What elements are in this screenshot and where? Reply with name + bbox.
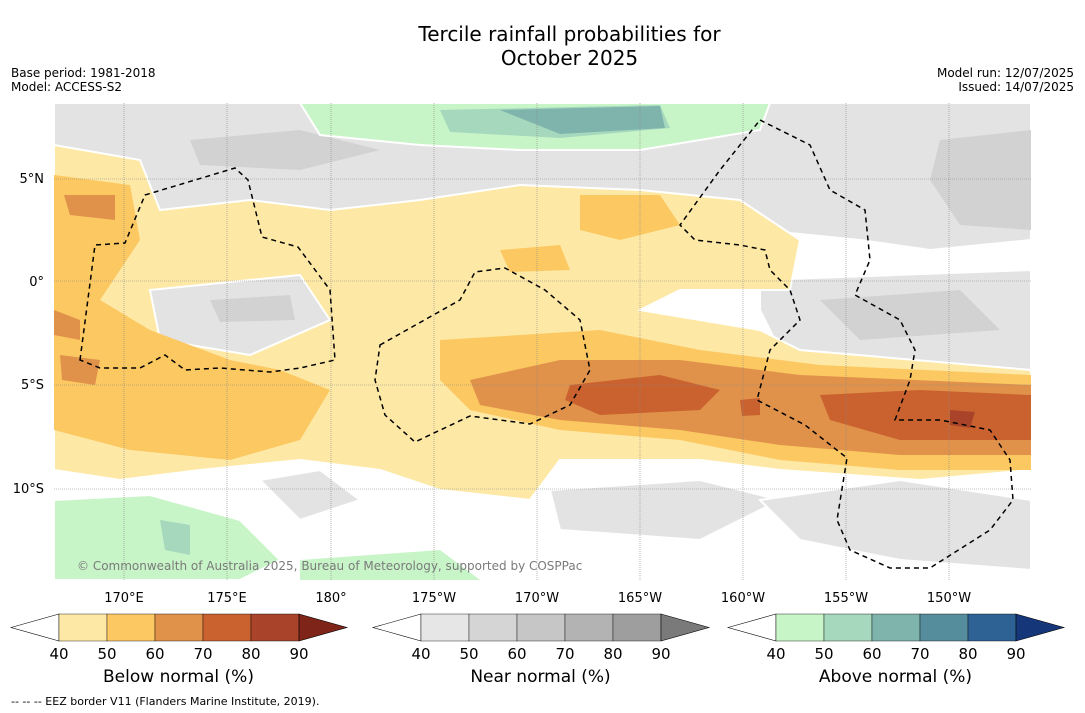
lon-labels: 170°E 175°E 180° 175°W 170°W 165°W 160°W…	[104, 591, 971, 606]
above-normal-north-60	[500, 106, 665, 134]
below-normal-label: Below normal (%)	[103, 667, 254, 687]
near-normal-label: Near normal (%)	[470, 667, 611, 687]
colorbar-tick-label: 90	[651, 645, 670, 663]
colorbar-tick-label: 70	[555, 645, 574, 663]
below-normal-60-west	[64, 195, 115, 220]
run-info: Model run: 12/07/2025 Issued: 14/07/2025	[937, 66, 1074, 94]
map-title: Tercile rainfall probabilities for Octob…	[0, 22, 1085, 70]
colorbar-segment	[250, 613, 300, 642]
model-run: Model run: 12/07/2025	[936, 66, 1074, 80]
colorbar-tick-label: 50	[97, 645, 116, 663]
map-area: © Commonwealth of Australia 2025, Bureau…	[54, 103, 1031, 580]
title-line-2: October 2025	[500, 46, 639, 70]
colorbar-tick-label: 60	[145, 645, 164, 663]
near-normal-colorbar: 40 50 60 70 80 90	[371, 613, 711, 663]
title-line-1: Tercile rainfall probabilities for	[418, 22, 721, 46]
lon-label: 150°W	[927, 591, 971, 606]
above-normal-southwest-50	[160, 520, 190, 555]
colorbar-arrow-low	[726, 613, 777, 642]
base-period: Base period: 1981-2018	[11, 66, 156, 80]
eez-borders	[79, 119, 1014, 569]
above-normal-colorbar: 40 50 60 70 80 90	[726, 613, 1066, 663]
colorbars: 40 50 60 70 80 90 40 50 60 70 80 90 40 50 60 70 80 90	[9, 613, 1066, 663]
colorbar-tick-label: 90	[289, 645, 308, 663]
model-name: Model: ACCESS-S2	[11, 80, 123, 94]
colorbar-tick-label: 80	[241, 645, 260, 663]
colorbar-arrow-low	[371, 613, 422, 642]
colorbar-tick-label: 40	[49, 645, 68, 663]
colorbar-tick-label: 70	[910, 645, 929, 663]
colorbar-arrow-high	[298, 613, 349, 642]
colorbar-segment	[775, 613, 825, 642]
below-normal-60-edge2	[60, 355, 100, 385]
colorbar-tick-label: 50	[814, 645, 833, 663]
lon-label: 155°W	[824, 591, 868, 606]
colorbar-tick-label: 90	[1006, 645, 1025, 663]
below-normal-70-east	[820, 390, 1031, 440]
colorbar-tick-label: 60	[507, 645, 526, 663]
colorbar-arrow-low	[9, 613, 60, 642]
copyright-text: © Commonwealth of Australia 2025, Bureau…	[77, 559, 582, 573]
above-normal-south	[300, 550, 480, 580]
colorbar-tick-label: 40	[766, 645, 785, 663]
colorbar-tick-label: 80	[603, 645, 622, 663]
model-info: Base period: 1981-2018 Model: ACCESS-S2	[11, 66, 156, 94]
colorbar-tick-label: 60	[862, 645, 881, 663]
below-normal-60-edge	[54, 310, 80, 340]
below-normal-50-north	[580, 195, 680, 240]
colorbar-tick-label: 80	[958, 645, 977, 663]
lon-label: 170°E	[104, 591, 144, 606]
colorbar-segment	[612, 613, 662, 642]
colorbar-segment	[967, 613, 1017, 642]
lon-label: 160°W	[721, 591, 765, 606]
colorbar-segment	[823, 613, 873, 642]
below-normal-70-central	[565, 375, 720, 415]
graticule	[54, 103, 1031, 580]
colorbar-arrow-high	[1015, 613, 1066, 642]
lon-label: 180°	[315, 591, 346, 606]
lon-label: 170°W	[515, 591, 559, 606]
lat-label: 0°	[29, 275, 44, 290]
below-normal-colorbar: 40 50 60 70 80 90	[9, 613, 349, 663]
below-normal-50-small	[500, 245, 570, 272]
lat-labels: 5°N 0° 5°S 10°S	[13, 172, 44, 497]
below-normal-50-west	[54, 175, 330, 460]
lon-label: 165°W	[618, 591, 662, 606]
colorbar-segment	[420, 613, 470, 642]
below-normal-70-spot	[740, 398, 760, 416]
colorbar-segment	[468, 613, 518, 642]
lon-label: 175°W	[412, 591, 456, 606]
colorbar-segment	[919, 613, 969, 642]
colorbar-segment	[516, 613, 566, 642]
colorbar-tick-label: 70	[193, 645, 212, 663]
colorbar-segment	[202, 613, 252, 642]
above-normal-label: Above normal (%)	[818, 667, 973, 687]
lat-label: 10°S	[13, 482, 44, 497]
colorbar-segment	[871, 613, 921, 642]
lat-label: 5°N	[20, 172, 45, 187]
colorbar-segment	[58, 613, 108, 642]
lat-label: 5°S	[21, 378, 44, 393]
colorbar-arrow-high	[660, 613, 711, 642]
near-normal-west-patch-60	[210, 295, 295, 322]
colorbar-tick-label: 50	[459, 645, 478, 663]
colorbar-segment	[564, 613, 614, 642]
colorbar-segment	[154, 613, 204, 642]
issued-date: Issued: 14/07/2025	[958, 80, 1074, 94]
colorbar-segment	[106, 613, 156, 642]
colorbar-tick-label: 40	[411, 645, 430, 663]
lon-label: 175°E	[207, 591, 247, 606]
eez-footnote: -- -- -- EEZ border V11 (Flanders Marine…	[11, 695, 320, 708]
